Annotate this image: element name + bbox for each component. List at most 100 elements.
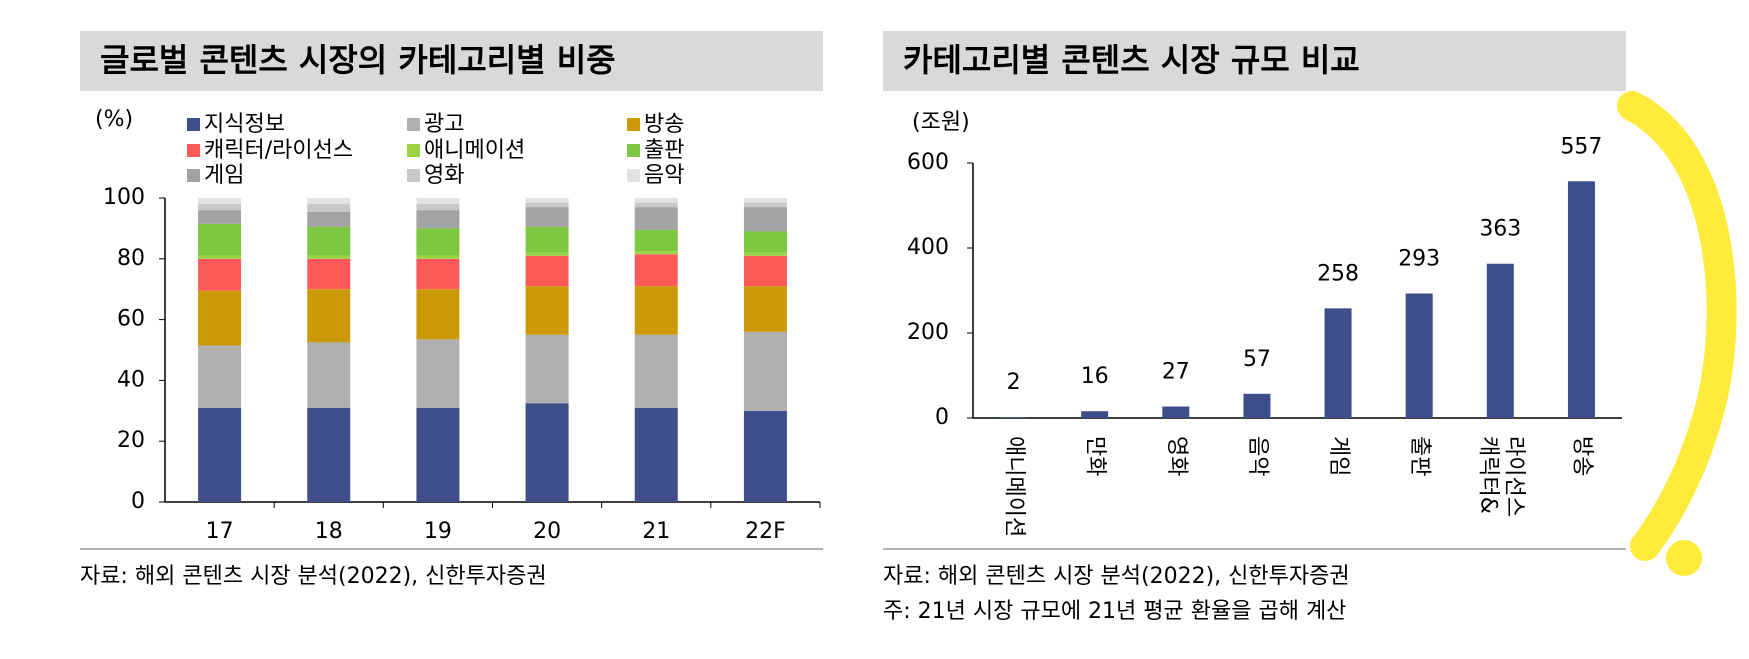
legend-label: 애니메이션 [424,138,525,163]
y-axis-unit: (%) [95,107,133,132]
bar-segment [307,226,351,256]
bar [1081,411,1109,418]
x-tick-label: 애니메이션 [1002,436,1027,537]
bar-segment [307,211,351,227]
legend-swatch [627,144,640,157]
y-tick-label: 100 [103,185,145,210]
bar-segment [525,334,569,404]
bar [1405,293,1433,418]
y-tick-label: 40 [117,367,145,392]
legend-label: 출판 [644,138,684,163]
decoration [1617,91,1737,561]
bar-segment [634,254,678,287]
bar-segment [634,334,678,408]
x-tick-label: 출판 [1407,436,1432,476]
bar-segment [198,204,242,211]
bar-segment [525,226,569,253]
bar-segment [525,403,569,502]
legend-swatch [187,144,200,157]
data-label: 2 [1007,370,1021,395]
bar-segment [525,207,569,227]
bar [1000,417,1028,418]
y-tick-label: 20 [117,428,145,453]
y-tick-label: 0 [935,405,949,430]
bar-segment [634,407,678,502]
bar-segment [634,202,678,208]
bar-segment [198,198,242,205]
bar-segment [307,198,351,205]
x-tick-label: 21 [642,519,670,544]
source: 자료: 해외 콘텐츠 시장 분석(2022), 신한투자증권 [80,564,547,589]
bar-segment [416,228,460,256]
data-label: 57 [1243,347,1271,372]
x-tick-label: 20 [533,519,561,544]
bar [1243,393,1271,418]
bar-segment [634,286,678,335]
bar-segment [743,255,787,287]
data-label: 363 [1479,217,1521,242]
bar-segment [743,286,787,332]
y-tick-label: 80 [117,246,145,271]
legend-label: 방송 [644,112,684,137]
data-label: 293 [1398,246,1440,271]
bar-segment [525,286,569,335]
bar-segment [525,252,569,256]
bar-segment [198,210,242,224]
x-tick-label: 22F [745,519,786,544]
bar-segment [743,231,787,253]
source: 자료: 해외 콘텐츠 시장 분석(2022), 신한투자증권 [883,564,1350,589]
data-label: 557 [1560,134,1602,159]
bar [1486,263,1514,418]
x-tick-label: 19 [424,519,452,544]
legend-swatch [187,118,200,131]
x-tick-label: 방송 [1569,436,1594,476]
bar-segment [416,407,460,502]
legend-swatch [407,144,420,157]
note: 주: 21년 시장 규모에 21년 평균 환율을 곱해 계산 [883,599,1346,624]
bar [1324,308,1352,418]
bar-segment [634,207,678,230]
legend-label: 지식정보 [204,112,285,137]
y-tick-label: 600 [907,150,949,175]
bar-segment [198,255,242,259]
bar-segment [307,342,351,408]
x-tick-label: 음악 [1245,436,1270,476]
bar-segment [416,258,460,290]
legend-label: 음악 [644,163,684,188]
legend-swatch [407,169,420,182]
bar-segment [307,289,351,343]
x-tick-label: 만화 [1083,436,1108,476]
bar-segment [743,252,787,256]
bar-segment [743,207,787,232]
y-tick-label: 0 [131,489,145,514]
bar-segment [307,407,351,502]
x-tick-label: 영화 [1164,436,1189,476]
bar-segment [525,202,569,208]
legend-swatch [407,118,420,131]
x-tick-label: 캐릭터& [1475,436,1500,514]
bar [1567,181,1595,418]
bar [1162,406,1190,418]
bar-segment [416,210,460,229]
data-label: 258 [1317,261,1359,286]
decoration [1666,540,1702,576]
legend-label: 게임 [204,163,244,188]
data-label: 16 [1081,364,1109,389]
data-label: 27 [1162,360,1190,385]
title-box [80,31,823,91]
legend-label: 광고 [424,112,464,137]
y-tick-label: 400 [907,235,949,260]
x-tick-label: 17 [206,519,234,544]
chart-title: 카테고리별 콘텐츠 시장 규모 비교 [903,41,1360,79]
bar-segment [416,204,460,211]
bar-segment [307,204,351,212]
bar-segment [198,407,242,502]
bar-segment [307,258,351,290]
x-tick-label: 라이선스 [1501,436,1526,517]
chart-title: 글로벌 콘텐츠 시장의 카테고리별 비중 [100,41,616,79]
bar-segment [198,258,242,291]
bar-segment [634,229,678,252]
bar-segment [634,251,678,255]
x-tick-label: 18 [315,519,343,544]
